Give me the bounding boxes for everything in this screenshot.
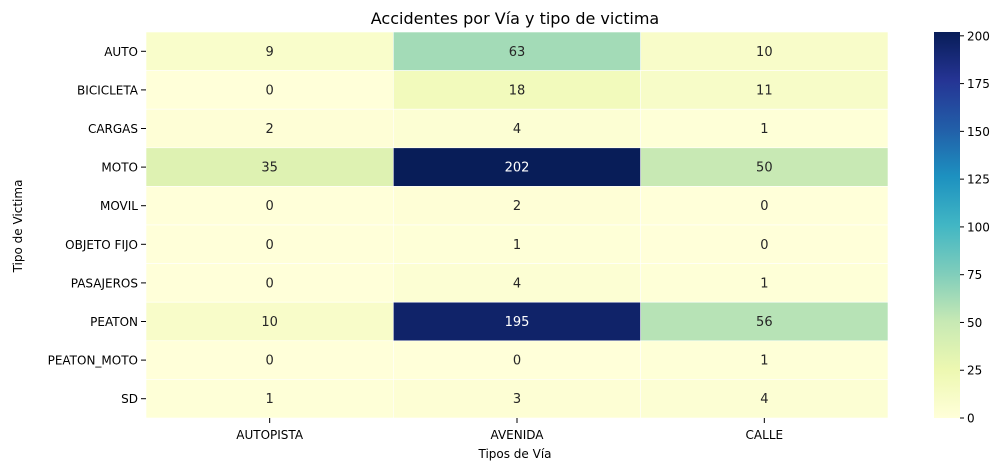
y-tick-label: MOTO [101,161,138,175]
heatmap-cell [393,224,641,264]
y-tick-label: BICICLETA [77,83,139,97]
heatmap-cell [393,186,641,226]
cell-value-label: 0 [266,83,274,98]
heatmap-cell [145,31,394,71]
y-tick-label: SD [121,392,138,406]
heatmap-cell [640,147,889,187]
y-tick-label: PASAJEROS [71,276,138,290]
cell-value-label: 1 [513,238,521,253]
cell-value-label: 1 [760,122,768,137]
cell-value-label: 1 [760,354,768,369]
cell-value-label: 3 [513,392,521,407]
colorbar-tick-label: 50 [967,316,982,330]
x-axis-label: Tipos de Vía [477,447,551,461]
cell-value-label: 0 [266,199,274,214]
cell-value-label: 0 [513,354,521,369]
heatmap-cell [393,31,641,71]
heatmap-cell [640,263,889,303]
heatmap-cell [145,263,394,303]
heatmap-cell [145,301,394,342]
cell-value-label: 1 [760,276,768,291]
cell-value-label: 0 [266,276,274,291]
heatmap-cell [145,340,394,380]
colorbar [934,32,960,418]
cell-value-label: 50 [756,161,773,176]
cell-value-label: 56 [756,315,773,330]
colorbar-tick-label: 25 [967,364,982,378]
cell-value-label: 63 [509,45,526,60]
cell-value-label: 202 [505,161,530,176]
cell-value-label: 35 [261,161,278,176]
heatmap-cell [393,108,641,149]
cell-value-label: 0 [760,199,768,214]
cell-value-label: 10 [756,45,773,60]
heatmap-cell [393,379,641,419]
heatmap-cell [145,379,394,419]
x-tick-label: CALLE [746,428,784,442]
heatmap-cell [640,70,889,110]
cell-value-label: 2 [513,199,521,214]
heatmap-cell [393,301,641,342]
heatmap-cell [145,186,394,226]
colorbar-ticks: 0 25 50 75 100 125 150 175 200 [960,29,990,426]
cell-value-label: 4 [760,392,768,407]
heatmap-cells [145,31,889,419]
y-tick-label: PEATON [90,315,138,329]
y-axis-label: Tipo de Victima [11,180,25,274]
heatmap-cell [145,70,394,110]
x-tick-label: AUTOPISTA [236,428,304,442]
y-tick-label: PEATON_MOTO [48,354,138,368]
cell-value-label: 4 [513,276,521,291]
cell-value-label: 1 [266,392,274,407]
y-tick-label: CARGAS [88,122,138,136]
heatmap-cell-labels: 9 63 100 18 112 4 135 202 500 2 00 1 00 4 110 195 560 0 11… [261,45,772,407]
colorbar-tick-label: 200 [967,29,990,43]
y-axis-ticks: AUTO BICICLETA CARGAS MOTO MOVIL OBJETO FIJO P… [48,45,146,406]
cell-value-label: 2 [266,122,274,137]
heatmap-cell [393,263,641,303]
cell-value-label: 9 [266,45,274,60]
colorbar-tick-label: 125 [967,173,990,187]
heatmap-cell [640,224,889,264]
x-axis-ticks: AUTOPISTA AVENIDA CALLE [236,418,783,442]
cell-value-label: 0 [760,238,768,253]
cell-value-label: 11 [756,83,773,98]
x-tick-label: AVENIDA [491,428,545,442]
heatmap-cell [145,147,394,187]
heatmap-cell [640,31,889,71]
cell-value-label: 0 [266,238,274,253]
y-tick-label: AUTO [104,45,138,59]
colorbar-tick-label: 100 [967,220,990,234]
heatmap-cell [393,70,641,110]
cell-value-label: 0 [266,354,274,369]
heatmap-cell [640,301,889,342]
colorbar-tick-label: 0 [967,412,975,426]
cell-value-label: 10 [261,315,278,330]
heatmap-cell [640,379,889,419]
heatmap-cell [640,340,889,380]
cell-value-label: 195 [505,315,530,330]
colorbar-tick-label: 75 [967,268,982,282]
y-tick-label: OBJETO FIJO [65,238,138,252]
chart-title: Accidentes por Vía y tipo de victima [371,9,659,28]
y-tick-label: MOVIL [100,199,138,213]
cell-value-label: 18 [509,83,526,98]
heatmap-cell [640,186,889,226]
colorbar-tick-label: 175 [967,77,990,91]
colorbar-tick-label: 150 [967,125,990,139]
cell-value-label: 4 [513,122,521,137]
